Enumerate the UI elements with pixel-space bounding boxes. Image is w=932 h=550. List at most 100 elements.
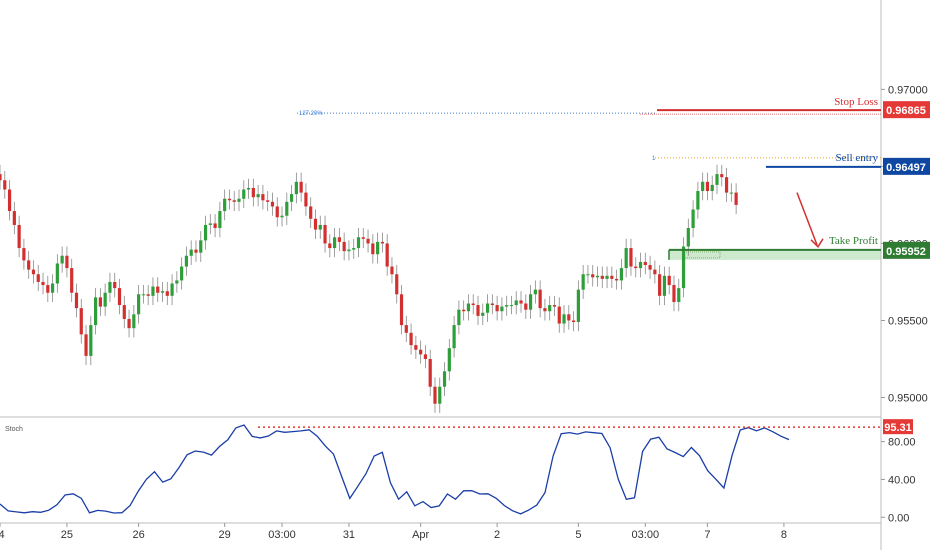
candle[interactable]	[681, 237, 686, 298]
candle[interactable]	[548, 295, 552, 321]
candle[interactable]	[438, 377, 442, 413]
candle[interactable]	[156, 277, 160, 302]
candle[interactable]	[60, 246, 64, 273]
candle[interactable]	[724, 167, 729, 202]
candle[interactable]	[218, 201, 222, 238]
candle[interactable]	[600, 266, 604, 289]
candle[interactable]	[595, 266, 600, 287]
candle[interactable]	[36, 265, 40, 292]
candle[interactable]	[361, 228, 365, 249]
candle[interactable]	[481, 303, 485, 326]
candle[interactable]	[572, 311, 576, 332]
candle[interactable]	[275, 197, 279, 227]
candle[interactable]	[223, 189, 227, 221]
candle[interactable]	[127, 309, 131, 338]
candle[interactable]	[180, 257, 184, 290]
candle[interactable]	[3, 171, 7, 199]
candle[interactable]	[495, 295, 499, 321]
candle[interactable]	[485, 294, 490, 323]
candle[interactable]	[610, 266, 614, 289]
candle[interactable]	[581, 265, 585, 299]
candle[interactable]	[203, 215, 208, 250]
candle[interactable]	[94, 288, 98, 335]
candle[interactable]	[705, 172, 710, 201]
candle[interactable]	[591, 265, 595, 287]
candle[interactable]	[17, 215, 21, 258]
candle[interactable]	[12, 201, 16, 235]
candle[interactable]	[447, 338, 451, 381]
candle[interactable]	[313, 209, 318, 239]
candle[interactable]	[543, 298, 547, 321]
candle[interactable]	[261, 184, 265, 210]
candle[interactable]	[419, 340, 423, 364]
candle[interactable]	[658, 265, 662, 306]
candle[interactable]	[376, 232, 380, 264]
candle[interactable]	[390, 257, 394, 284]
candle[interactable]	[299, 172, 303, 202]
candle[interactable]	[734, 183, 738, 215]
candle[interactable]	[423, 345, 428, 369]
candle[interactable]	[294, 172, 298, 204]
candle[interactable]	[55, 254, 59, 293]
candle[interactable]	[89, 315, 93, 366]
candle[interactable]	[237, 189, 241, 212]
candle[interactable]	[246, 178, 251, 199]
candle[interactable]	[285, 192, 289, 225]
candle[interactable]	[552, 295, 557, 316]
candle[interactable]	[619, 258, 623, 290]
candle[interactable]	[653, 260, 657, 284]
candle[interactable]	[634, 257, 638, 278]
candle[interactable]	[79, 298, 83, 344]
candle[interactable]	[31, 260, 36, 284]
candle[interactable]	[452, 315, 456, 358]
candle[interactable]	[328, 234, 332, 258]
candle[interactable]	[50, 274, 55, 302]
candle[interactable]	[691, 200, 695, 238]
candle[interactable]	[342, 232, 346, 261]
candle[interactable]	[562, 305, 566, 333]
candle[interactable]	[533, 280, 537, 304]
candle[interactable]	[137, 285, 141, 324]
candle[interactable]	[395, 265, 399, 304]
candle[interactable]	[519, 291, 523, 313]
candle[interactable]	[160, 281, 165, 302]
candle[interactable]	[309, 197, 313, 229]
candle[interactable]	[528, 285, 533, 319]
candle[interactable]	[208, 214, 212, 235]
candle[interactable]	[270, 192, 275, 216]
candle[interactable]	[442, 362, 447, 396]
candle[interactable]	[113, 272, 117, 298]
candle[interactable]	[165, 281, 169, 306]
candle[interactable]	[672, 275, 676, 312]
candle[interactable]	[7, 180, 12, 221]
candle[interactable]	[184, 246, 189, 276]
candle[interactable]	[615, 269, 619, 290]
candle[interactable]	[471, 294, 475, 315]
candle[interactable]	[304, 183, 308, 216]
candle[interactable]	[108, 272, 112, 302]
candle[interactable]	[720, 164, 724, 187]
candle[interactable]	[399, 285, 404, 335]
candle[interactable]	[638, 252, 643, 278]
candle[interactable]	[462, 300, 466, 321]
candle[interactable]	[151, 277, 155, 306]
candle[interactable]	[289, 184, 294, 212]
candle[interactable]	[74, 283, 79, 318]
candle[interactable]	[98, 288, 102, 316]
candle[interactable]	[22, 238, 26, 270]
candle[interactable]	[65, 246, 69, 278]
candle[interactable]	[605, 266, 609, 289]
candle[interactable]	[337, 228, 341, 252]
price-pane[interactable]	[0, 164, 881, 413]
candle[interactable]	[256, 184, 260, 207]
candle[interactable]	[428, 349, 432, 396]
candle[interactable]	[141, 285, 145, 304]
candle[interactable]	[500, 297, 504, 321]
candle[interactable]	[457, 300, 461, 335]
candle[interactable]	[266, 191, 270, 212]
candle[interactable]	[41, 272, 45, 295]
candle[interactable]	[242, 180, 246, 208]
candle[interactable]	[232, 191, 236, 212]
candle[interactable]	[662, 266, 667, 306]
